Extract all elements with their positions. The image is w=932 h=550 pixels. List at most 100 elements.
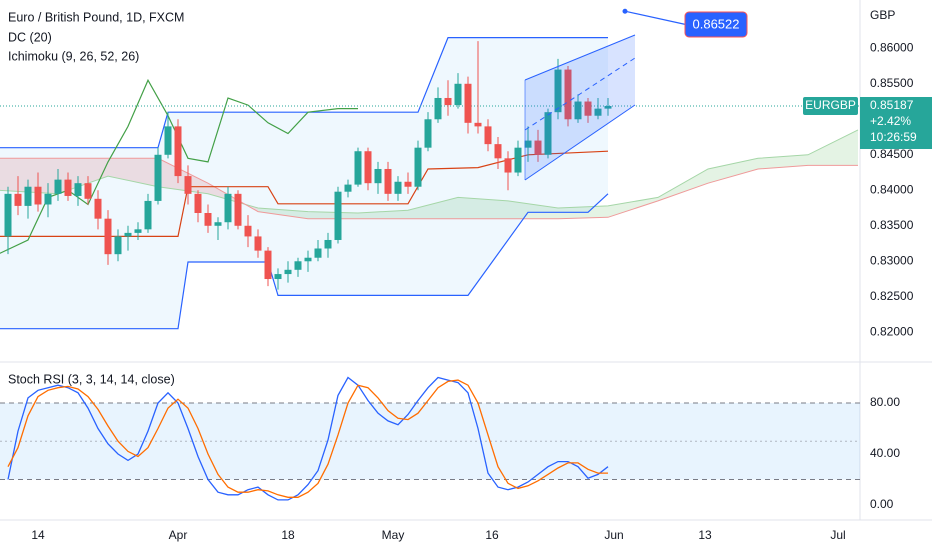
candle-body: [314, 248, 322, 258]
candle-body: [204, 213, 212, 226]
candle-body: [374, 168, 382, 184]
candle-body: [214, 222, 222, 226]
candle-body: [4, 193, 12, 237]
cloud-span-a: [0, 129, 859, 214]
x-tick-label: 14: [31, 528, 45, 542]
candle-body: [194, 193, 202, 213]
pane-title: Stoch RSI (3, 3, 14, 14, close): [8, 372, 175, 386]
candle-body: [184, 176, 192, 194]
candle-body: [84, 183, 92, 199]
candle-body: [344, 184, 352, 192]
cloud-fill: [158, 158, 208, 194]
candle-body: [504, 158, 512, 173]
y-tick-label: 0.86000: [870, 40, 914, 54]
y-tick-label: 0.00: [870, 497, 894, 511]
candle-body: [224, 193, 232, 223]
legend-entry: Ichimoku (9, 26, 52, 26): [8, 49, 139, 63]
cloud-fill: [0, 158, 58, 194]
candle-body: [354, 151, 362, 185]
unit-label: GBP: [870, 8, 895, 22]
candle-body: [264, 250, 272, 280]
candle-body: [534, 140, 542, 155]
y-tick-label: 0.84000: [870, 182, 914, 196]
candle-body: [174, 126, 182, 177]
x-tick-label: 13: [698, 528, 712, 542]
candle-body: [164, 126, 172, 155]
dc-lower: [0, 193, 609, 330]
cloud-fill: [408, 197, 458, 219]
candle-body: [434, 97, 442, 120]
candle-body: [334, 191, 342, 240]
candle-body: [134, 229, 142, 233]
cloud-fill: [758, 154, 808, 169]
label-layer: Euro / British Pound, 1D, FXCM DC (20) I…: [8, 8, 932, 542]
stoch-line: [7, 376, 609, 501]
symbol-label: EURGBP: [805, 98, 856, 112]
candle-body: [424, 119, 432, 148]
chart-title: Euro / British Pound, 1D, FXCM: [8, 10, 184, 24]
candle-body: [24, 186, 32, 206]
candle-body: [554, 69, 562, 113]
symbol-tag: [803, 97, 858, 116]
callout-box: [684, 11, 748, 38]
countdown-label: 10:26:59: [870, 130, 917, 144]
candle-body: [594, 108, 602, 116]
cloud-fill: [808, 129, 858, 166]
cloud-fill: [508, 200, 558, 219]
candle-body: [574, 101, 582, 120]
x-tick-label: May: [382, 528, 405, 542]
candle-body: [384, 168, 392, 194]
cloud-fill: [708, 158, 758, 184]
candle-body: [474, 122, 482, 127]
cloud-fill: [108, 158, 158, 187]
candle-body: [114, 236, 122, 255]
x-tick-label: 16: [485, 528, 499, 542]
background-layer: [0, 37, 860, 480]
callout-label: 0.86522: [693, 16, 740, 31]
candle-body: [234, 193, 242, 226]
cloud-fill: [458, 197, 508, 219]
candle-body: [564, 69, 572, 120]
candle-body: [484, 126, 492, 145]
channel-mid: [524, 57, 636, 131]
dc-upper: [0, 37, 608, 149]
candle-body: [584, 101, 592, 116]
candle-body: [544, 112, 552, 155]
candle-body: [254, 236, 262, 251]
y-tick-label: 80.00: [870, 395, 900, 409]
candle-body: [494, 144, 502, 159]
dc-basis: [0, 150, 609, 237]
candle-body: [274, 274, 282, 280]
y-tick-label: 0.85500: [870, 76, 914, 90]
legend-entry: DC (20): [8, 30, 52, 44]
cloud-fill: [308, 211, 358, 219]
candle-body: [104, 218, 112, 255]
cloud-span-b: [0, 157, 858, 220]
candle-body: [464, 83, 472, 123]
price-tag: [860, 97, 932, 150]
candle-body: [604, 106, 612, 109]
change-label: +2.42%: [870, 114, 911, 128]
parallel-channel: [524, 34, 636, 181]
y-tick-label: 0.83000: [870, 253, 914, 267]
x-tick-label: Apr: [169, 528, 188, 542]
y-tick-label: 0.84500: [870, 147, 914, 161]
x-tick-label: 18: [281, 528, 295, 542]
stoch-line: [7, 379, 608, 498]
candle-body: [294, 261, 302, 270]
candle-body: [444, 97, 452, 106]
candle-body: [94, 198, 102, 219]
last-price-label: 0.85187: [870, 98, 914, 112]
candle-body: [74, 183, 82, 196]
candle-body: [454, 83, 462, 106]
candle-body: [394, 181, 402, 194]
candle-body: [144, 200, 152, 230]
candle-body: [404, 181, 412, 187]
dc-fill: [0, 37, 608, 329]
candle-body: [514, 147, 522, 173]
cloud-fill: [608, 197, 658, 218]
y-tick-label: 40.00: [870, 446, 900, 460]
channel-fill: [525, 35, 635, 180]
candle-body: [304, 257, 312, 262]
y-tick-label: 0.82000: [870, 324, 914, 338]
